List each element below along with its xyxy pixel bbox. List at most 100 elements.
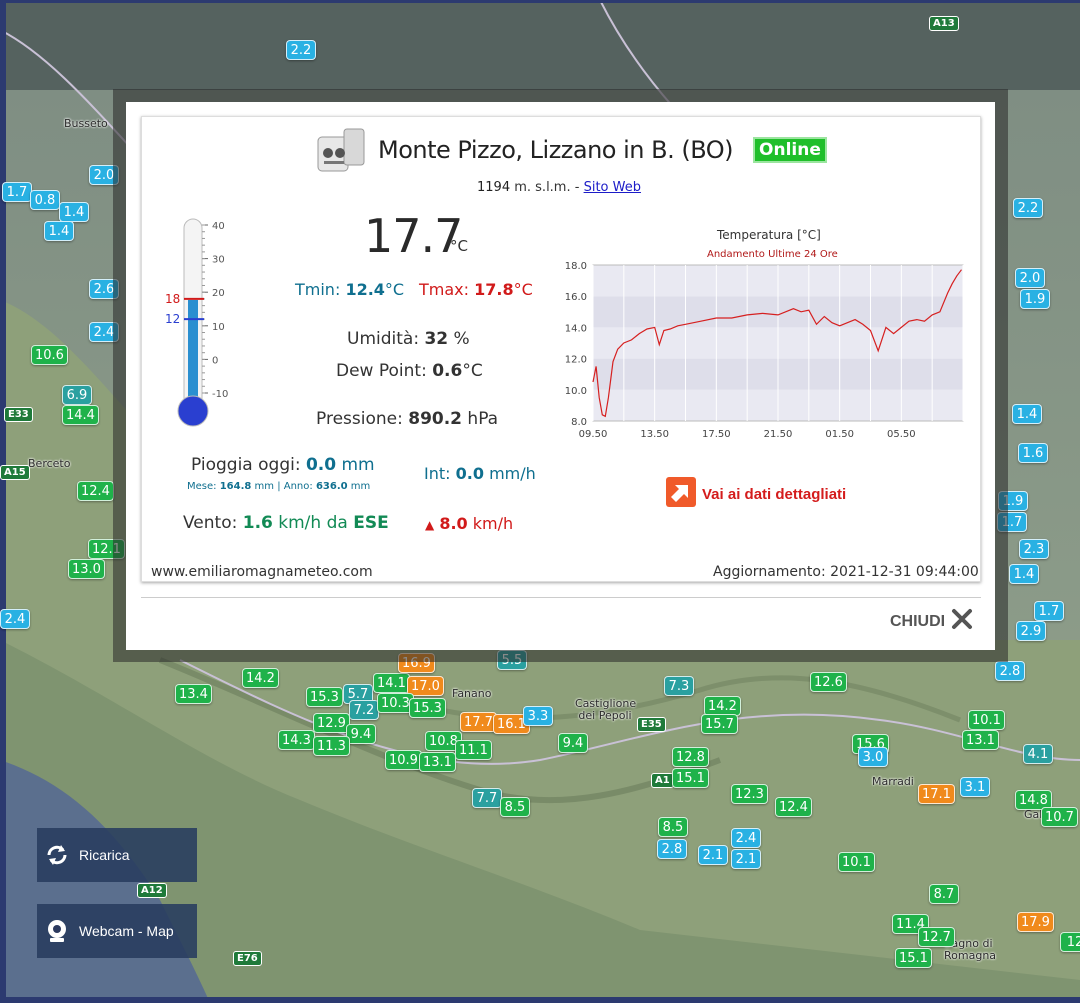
road-e33: E33 bbox=[4, 407, 33, 422]
station-marker[interactable]: 10.1 bbox=[968, 710, 1005, 730]
road-a12: A12 bbox=[137, 883, 167, 898]
station-marker[interactable]: 14.3 bbox=[278, 730, 315, 750]
station-marker[interactable]: 8.5 bbox=[658, 817, 688, 837]
station-marker[interactable]: 11.3 bbox=[313, 736, 350, 756]
rain-label: Pioggia oggi: bbox=[191, 455, 301, 475]
rain-rate-line: Int: 0.0 mm/h bbox=[424, 464, 536, 483]
station-marker[interactable]: 13.0 bbox=[68, 559, 105, 579]
station-marker[interactable]: 4.1 bbox=[1023, 744, 1053, 764]
station-marker[interactable]: 2.2 bbox=[286, 40, 316, 60]
station-marker[interactable]: 10.8 bbox=[425, 731, 462, 751]
station-marker[interactable]: 14.2 bbox=[704, 696, 741, 716]
station-marker[interactable]: 17.7 bbox=[460, 712, 497, 732]
station-marker[interactable]: 17.1 bbox=[918, 784, 955, 804]
station-marker[interactable]: 10.3 bbox=[377, 693, 414, 713]
tmin-value: 12.4 bbox=[345, 280, 385, 299]
details-link[interactable]: Vai ai dati dettagliati bbox=[666, 477, 846, 511]
thermo-scale-label: 30 bbox=[212, 255, 225, 266]
station-marker[interactable]: 14.2 bbox=[242, 668, 279, 688]
station-marker[interactable]: 1.4 bbox=[44, 221, 74, 241]
station-marker[interactable]: 2.0 bbox=[1015, 268, 1045, 288]
station-marker[interactable]: 1.7 bbox=[1034, 601, 1064, 621]
station-marker[interactable]: 15.3 bbox=[409, 698, 446, 718]
road-e35: E35 bbox=[637, 717, 666, 732]
station-marker[interactable]: 12.4 bbox=[77, 481, 114, 501]
station-marker[interactable]: 14.1 bbox=[373, 673, 410, 693]
station-marker[interactable]: 12.9 bbox=[313, 713, 350, 733]
station-marker[interactable]: 3.3 bbox=[523, 706, 553, 726]
station-marker[interactable]: 15.1 bbox=[672, 768, 709, 788]
station-marker[interactable]: 13.4 bbox=[175, 684, 212, 704]
station-marker[interactable]: 9.4 bbox=[558, 733, 588, 753]
website-link[interactable]: Sito Web bbox=[583, 180, 641, 195]
chart-x-tick: 05.50 bbox=[887, 429, 916, 440]
station-marker[interactable]: 12 bbox=[1060, 932, 1080, 952]
station-marker[interactable]: 0.8 bbox=[30, 190, 60, 210]
temperature-value: 17.7 bbox=[364, 209, 463, 263]
station-marker[interactable]: 1.4 bbox=[1009, 564, 1039, 584]
station-marker[interactable]: 15.3 bbox=[306, 687, 343, 707]
station-marker[interactable]: 2.6 bbox=[89, 279, 119, 299]
station-marker[interactable]: 2.1 bbox=[698, 845, 728, 865]
station-marker[interactable]: 7.2 bbox=[349, 700, 379, 720]
station-marker[interactable]: 9.4 bbox=[346, 724, 376, 744]
station-marker[interactable]: 10.7 bbox=[1041, 807, 1078, 827]
wind-line: Vento: 1.6 km/h da ESE bbox=[183, 513, 389, 533]
thermometer-gauge: 40 30 20 10 0 -10 18 12 bbox=[165, 218, 228, 427]
station-marker[interactable]: 2.3 bbox=[1019, 539, 1049, 559]
station-marker[interactable]: 5.7 bbox=[343, 684, 373, 704]
station-marker[interactable]: 3.1 bbox=[960, 777, 990, 797]
station-marker[interactable]: 8.7 bbox=[929, 884, 959, 904]
site-url[interactable]: www.emiliaromagnameteo.com bbox=[151, 564, 373, 580]
station-marker[interactable]: 12.8 bbox=[672, 747, 709, 767]
station-marker[interactable]: 6.9 bbox=[62, 385, 92, 405]
station-marker[interactable]: 10.6 bbox=[31, 345, 68, 365]
chart-subtitle: Andamento Ultime 24 Ore bbox=[707, 249, 838, 260]
station-marker[interactable]: 12.3 bbox=[731, 784, 768, 804]
station-marker[interactable]: 2.8 bbox=[995, 661, 1025, 681]
station-marker[interactable]: 14.4 bbox=[62, 405, 99, 425]
station-marker[interactable]: 17.0 bbox=[407, 676, 444, 696]
station-marker[interactable]: 2.9 bbox=[1016, 621, 1046, 641]
station-marker[interactable]: 15.7 bbox=[701, 714, 738, 734]
reload-button[interactable]: Ricarica bbox=[37, 828, 197, 882]
station-marker[interactable]: 2.4 bbox=[731, 828, 761, 848]
station-marker[interactable]: 2.1 bbox=[731, 849, 761, 869]
rain-year-value: 636.0 bbox=[315, 481, 348, 492]
station-marker[interactable]: 17.9 bbox=[1017, 912, 1054, 932]
station-marker[interactable]: 1.9 bbox=[1020, 289, 1050, 309]
station-marker[interactable]: 1.4 bbox=[59, 202, 89, 222]
station-marker[interactable]: 1.4 bbox=[1012, 404, 1042, 424]
place-castiglione: Castiglione dei Pepoli bbox=[575, 697, 637, 722]
station-marker[interactable]: 2.2 bbox=[1013, 198, 1043, 218]
station-marker[interactable]: 2.0 bbox=[89, 165, 119, 185]
station-marker[interactable]: 13.1 bbox=[419, 752, 456, 772]
station-marker[interactable]: 1.7 bbox=[2, 182, 32, 202]
station-marker[interactable]: 2.8 bbox=[657, 839, 687, 859]
station-marker[interactable]: 7.3 bbox=[664, 676, 694, 696]
pressure-value: 890.2 bbox=[408, 409, 463, 429]
station-marker[interactable]: 12.4 bbox=[775, 797, 812, 817]
chart-y-tick: 8.0 bbox=[571, 417, 587, 428]
station-name: Monte Pizzo, Lizzano in B. (BO) bbox=[378, 136, 734, 164]
station-marker[interactable]: 11.1 bbox=[455, 740, 492, 760]
dewpoint-label: Dew Point: bbox=[336, 361, 427, 381]
webcam-map-button[interactable]: Webcam - Map bbox=[37, 904, 197, 958]
humidity-value: 32 bbox=[424, 329, 449, 349]
station-marker[interactable]: 10.1 bbox=[838, 852, 875, 872]
station-marker[interactable]: 10.9 bbox=[385, 750, 422, 770]
station-marker[interactable]: 2.4 bbox=[0, 609, 30, 629]
station-marker[interactable]: 14.8 bbox=[1015, 790, 1052, 810]
station-marker[interactable]: 12.6 bbox=[810, 672, 847, 692]
station-marker[interactable]: 15.1 bbox=[895, 948, 932, 968]
temperature-series-line bbox=[592, 269, 962, 418]
station-marker[interactable]: 8.5 bbox=[500, 797, 530, 817]
station-marker[interactable]: 13.1 bbox=[962, 730, 999, 750]
station-marker[interactable]: 7.7 bbox=[472, 788, 502, 808]
updated-value: 2021-12-31 09:44:00 bbox=[830, 564, 979, 580]
station-marker[interactable]: 12.7 bbox=[918, 927, 955, 947]
station-marker[interactable]: 3.0 bbox=[858, 747, 888, 767]
station-marker[interactable]: 1.6 bbox=[1018, 443, 1048, 463]
chart-y-tick: 16.0 bbox=[565, 292, 587, 303]
close-button[interactable]: CHIUDI bbox=[890, 608, 973, 635]
